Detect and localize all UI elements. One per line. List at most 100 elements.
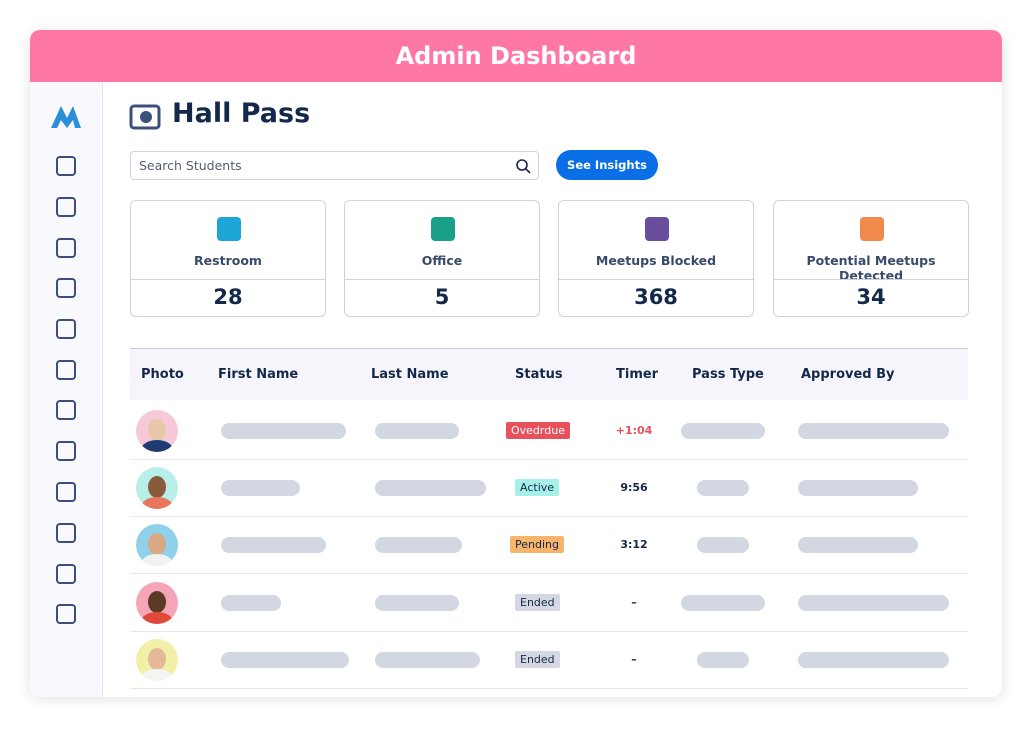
placeholder-bar <box>221 423 346 439</box>
placeholder-bar <box>798 423 949 439</box>
nav-icon[interactable] <box>56 156 76 176</box>
placeholder-bar <box>697 537 749 554</box>
stat-icon <box>645 217 669 241</box>
face <box>148 419 166 441</box>
shoulders <box>141 554 173 567</box>
stat-label: Meetups Blocked <box>595 253 717 268</box>
face <box>148 590 166 613</box>
column-header: Pass Type <box>692 367 764 382</box>
placeholder-bar <box>221 480 300 497</box>
column-header: Last Name <box>371 367 449 382</box>
column-header: Approved By <box>801 367 895 382</box>
sidebar <box>30 82 103 697</box>
logo <box>51 106 81 128</box>
stat-card: Office 5 <box>344 200 540 317</box>
see-insights-button[interactable]: See Insights <box>556 150 658 180</box>
timer: 9:56 <box>620 481 648 495</box>
face <box>148 476 166 499</box>
placeholder-bar <box>221 537 326 554</box>
stat-value: 34 <box>856 285 886 309</box>
nav-icon[interactable] <box>56 319 76 339</box>
stat-label: Office <box>421 253 463 268</box>
student-photo <box>136 638 178 681</box>
status-badge: Ovedrdue <box>506 422 570 439</box>
status-badge: Ended <box>515 593 560 611</box>
placeholder-bar <box>681 594 765 611</box>
student-photo <box>136 467 178 510</box>
placeholder-bar <box>681 423 765 439</box>
student-photo <box>136 524 178 567</box>
shoulders <box>141 497 173 510</box>
nav-icon[interactable] <box>56 564 76 584</box>
divider <box>345 279 539 280</box>
placeholder-bar <box>375 423 459 439</box>
nav-icon[interactable] <box>56 360 76 380</box>
column-header: Timer <box>616 367 659 382</box>
placeholder-bar <box>697 651 749 668</box>
placeholder-bar <box>798 594 949 611</box>
shoulders <box>141 668 173 681</box>
placeholder-bar <box>375 651 480 668</box>
nav-icon[interactable] <box>56 238 76 258</box>
placeholder-bar <box>221 594 281 611</box>
nav-icon[interactable] <box>56 400 76 420</box>
stat-card: Meetups Blocked 368 <box>558 200 754 317</box>
row-separator <box>130 687 968 689</box>
stat-label: Restroom <box>194 253 262 268</box>
student-photo <box>136 581 178 624</box>
row-separator <box>130 459 968 460</box>
stat-value: 28 <box>213 285 243 309</box>
status-badge: Ended <box>515 650 560 668</box>
face <box>148 533 166 556</box>
table-header <box>130 348 968 400</box>
row-separator <box>130 630 968 632</box>
placeholder-bar <box>798 537 918 554</box>
student-photo <box>136 410 178 452</box>
nav-icon[interactable] <box>56 482 76 502</box>
placeholder-bar <box>221 651 349 668</box>
nav-icon[interactable] <box>56 523 76 543</box>
nav-icon[interactable] <box>56 278 76 298</box>
stat-icon <box>217 217 241 241</box>
hall-pass-icon <box>129 104 161 130</box>
placeholder-bar <box>375 537 462 554</box>
column-header: First Name <box>218 367 299 382</box>
status-badge: Pending <box>510 536 564 554</box>
face <box>148 647 166 670</box>
placeholder-bar <box>798 651 949 668</box>
nav-icon[interactable] <box>56 604 76 624</box>
divider <box>131 279 325 280</box>
shoulders <box>141 611 173 624</box>
nav-icon[interactable] <box>56 197 76 217</box>
stat-value: 5 <box>434 285 450 309</box>
placeholder-bar <box>375 594 459 611</box>
row-separator <box>130 516 968 518</box>
timer: +1:04 <box>615 424 653 437</box>
shoulders <box>141 440 173 452</box>
page-title: Hall Pass <box>172 98 311 129</box>
placeholder-bar <box>798 480 918 497</box>
header-title: Admin Dashboard <box>30 30 1002 82</box>
stat-card: Potential Meetups Detected 34 <box>773 200 969 317</box>
stat-card: Restroom 28 <box>130 200 326 317</box>
stat-icon <box>431 217 455 241</box>
divider <box>559 279 753 280</box>
timer: 3:12 <box>620 538 648 552</box>
stat-icon <box>860 217 884 241</box>
nav-icon[interactable] <box>56 441 76 461</box>
column-header: Status <box>515 367 563 382</box>
timer: – <box>631 652 637 666</box>
placeholder-bar <box>375 480 486 497</box>
timer: – <box>631 595 637 609</box>
search-placeholder: Search Students <box>139 158 242 173</box>
divider <box>774 279 968 280</box>
stat-value: 368 <box>634 285 678 309</box>
dashboard-card: Admin Dashboard Hall Pass Search Student… <box>30 30 1002 697</box>
status-badge: Active <box>515 479 560 497</box>
placeholder-bar <box>697 480 749 497</box>
search-icon <box>516 159 531 174</box>
row-separator <box>130 573 968 575</box>
column-header: Photo <box>141 367 184 382</box>
search-box[interactable]: Search Students <box>130 151 539 180</box>
